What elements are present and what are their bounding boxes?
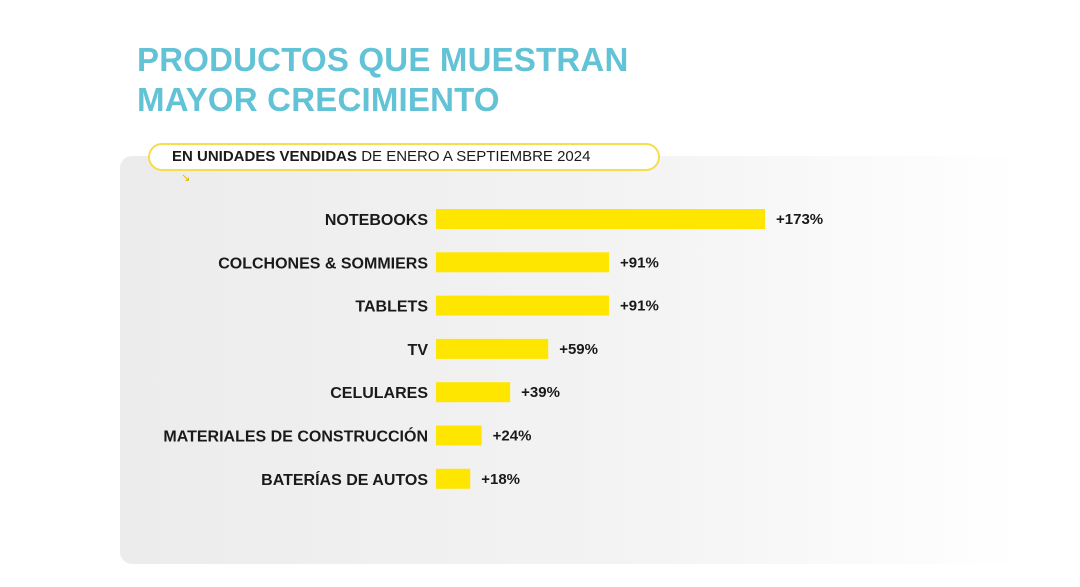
bar	[436, 252, 610, 273]
bar	[436, 382, 511, 403]
category-label: TV	[408, 342, 429, 359]
value-label: +59%	[559, 341, 598, 358]
bar	[436, 209, 765, 229]
chart-title: PRODUCTOS QUE MUESTRAN MAYOR CRECIMIENTO	[137, 40, 629, 120]
chart-subtitle-rest: DE ENERO A SEPTIEMBRE 2024	[357, 148, 591, 165]
value-label: +24%	[493, 428, 532, 445]
bar	[436, 295, 610, 316]
chart-title-line-2: MAYOR CRECIMIENTO	[137, 81, 500, 118]
chart-title-line-1: PRODUCTOS QUE MUESTRAN	[137, 41, 629, 78]
category-label: COLCHONES & SOMMIERS	[218, 255, 428, 272]
category-label: TABLETS	[355, 299, 428, 316]
value-label: +91%	[620, 298, 659, 315]
arrow-down-right-icon: ↘	[181, 172, 191, 184]
bar	[436, 468, 471, 489]
value-label: +173%	[776, 211, 823, 228]
category-label: BATERÍAS DE AUTOS	[261, 470, 428, 489]
value-label: +18%	[481, 471, 520, 488]
bar	[436, 338, 549, 359]
category-label: CELULARES	[330, 385, 428, 402]
value-label: +91%	[620, 254, 659, 271]
chart-subtitle-bold: EN UNIDADES VENDIDAS	[172, 148, 358, 165]
category-label: MATERIALES DE CONSTRUCCIÓN	[163, 427, 428, 446]
value-label: +39%	[521, 384, 560, 401]
bar	[436, 425, 482, 446]
chart-subtitle: EN UNIDADES VENDIDAS DE ENERO A SEPTIEMB…	[148, 143, 660, 171]
category-label: NOTEBOOKS	[325, 212, 428, 229]
